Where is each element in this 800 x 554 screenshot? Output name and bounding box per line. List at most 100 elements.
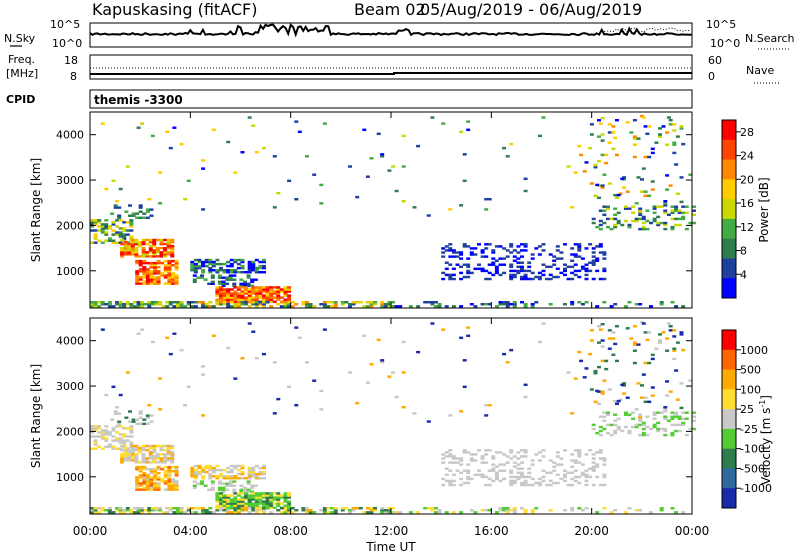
- power-cell: [509, 265, 514, 269]
- power-cell: [462, 275, 467, 279]
- power-cell: [240, 264, 245, 268]
- velocity-cell: [663, 429, 668, 433]
- power-cell: [670, 301, 675, 304]
- velocity-cell: [498, 479, 503, 483]
- velocity-cell: [211, 334, 216, 338]
- velocity-cell: [215, 496, 220, 499]
- power-cell: [541, 243, 546, 246]
- power-colorbar-swatch: [722, 238, 736, 259]
- velocity-cell: [600, 345, 605, 348]
- velocity-cell: [142, 467, 147, 471]
- velocity-cell: [591, 469, 596, 472]
- power-cell: [650, 147, 655, 151]
- power-cell: [607, 182, 612, 185]
- velocity-cell: [176, 509, 180, 512]
- velocity-cell: [125, 371, 130, 374]
- power-cell: [201, 262, 206, 266]
- velocity-colorbar-label: Velocity [m s-1]: [758, 395, 773, 485]
- power-cell: [219, 294, 223, 297]
- power-cell: [125, 301, 130, 304]
- velocity-cell: [219, 504, 223, 507]
- velocity-cell: [240, 464, 245, 468]
- velocity-cell: [627, 507, 632, 510]
- power-cell: [512, 249, 517, 252]
- velocity-cell: [222, 500, 227, 503]
- velocity-cell: [210, 488, 215, 492]
- power-cell: [391, 301, 395, 304]
- velocity-cell: [654, 347, 659, 350]
- velocity-cell: [466, 451, 471, 454]
- velocity-cell: [141, 453, 146, 456]
- power-cell: [451, 273, 456, 277]
- velocity-cell: [147, 509, 152, 512]
- velocity-cell: [153, 488, 158, 491]
- velocity-cell: [466, 334, 471, 338]
- power-cell: [523, 177, 528, 181]
- velocity-cell: [167, 470, 172, 473]
- power-cell: [122, 229, 127, 232]
- power-cell: [90, 219, 94, 222]
- velocity-cell: [120, 459, 125, 462]
- velocity-cell: [272, 496, 277, 499]
- velocity-cell: [129, 441, 134, 444]
- power-cell: [466, 269, 471, 273]
- power-cell: [153, 278, 158, 281]
- power-cell: [602, 251, 607, 254]
- power-cell: [174, 276, 179, 279]
- power-cell: [118, 187, 123, 191]
- velocity-cell: [563, 479, 567, 483]
- power-cell: [537, 245, 542, 248]
- velocity-cell: [149, 470, 154, 473]
- power-cell: [516, 245, 521, 248]
- power-cell: [269, 305, 274, 308]
- velocity-cell: [640, 320, 644, 324]
- velocity-cell: [573, 479, 578, 483]
- velocity-cell: [681, 417, 686, 421]
- velocity-cell: [201, 477, 206, 480]
- velocity-cell: [171, 470, 175, 473]
- velocity-cell: [140, 511, 145, 514]
- velocity-cell: [269, 496, 274, 499]
- power-cell: [573, 171, 578, 174]
- power-cell: [142, 280, 147, 283]
- power-cell: [600, 133, 605, 136]
- power-cell: [201, 303, 206, 306]
- power-cell: [598, 219, 603, 223]
- power-cell: [167, 266, 172, 269]
- velocity-cell: [204, 466, 209, 470]
- velocity-cell: [219, 494, 223, 497]
- noise-tick-bottom-left: 10^0: [52, 37, 82, 50]
- cpid-panel: CPID themis -3300: [6, 89, 693, 109]
- velocity-cell: [595, 511, 600, 514]
- power-cell: [580, 257, 585, 260]
- power-cell: [104, 303, 109, 306]
- velocity-cell: [362, 511, 367, 514]
- power-cell: [201, 271, 206, 274]
- power-cell: [154, 303, 159, 306]
- velocity-cell: [618, 398, 623, 401]
- velocity-cell: [100, 429, 105, 432]
- beam-title: Beam 02: [354, 0, 426, 19]
- power-cell: [668, 123, 673, 126]
- power-cell: [276, 286, 281, 289]
- power-colorbar-label: Power [dB]: [757, 177, 771, 242]
- velocity-cell: [166, 446, 171, 450]
- power-cell: [167, 264, 172, 267]
- velocity-cell: [573, 475, 578, 479]
- velocity-cell: [163, 444, 168, 448]
- velocity-cell: [632, 349, 637, 352]
- velocity-cell: [251, 466, 256, 470]
- velocity-cell: [154, 507, 159, 510]
- power-cell: [201, 301, 206, 304]
- velocity-cell: [141, 457, 146, 460]
- power-cell: [473, 247, 478, 250]
- power-cell: [494, 267, 499, 271]
- velocity-cell: [129, 511, 134, 514]
- power-cell: [149, 272, 154, 275]
- velocity-cell: [247, 504, 252, 507]
- power-cell: [319, 202, 324, 205]
- velocity-cell: [512, 511, 517, 514]
- power-cell: [113, 204, 118, 207]
- velocity-cell: [90, 509, 94, 512]
- power-cell: [573, 263, 578, 266]
